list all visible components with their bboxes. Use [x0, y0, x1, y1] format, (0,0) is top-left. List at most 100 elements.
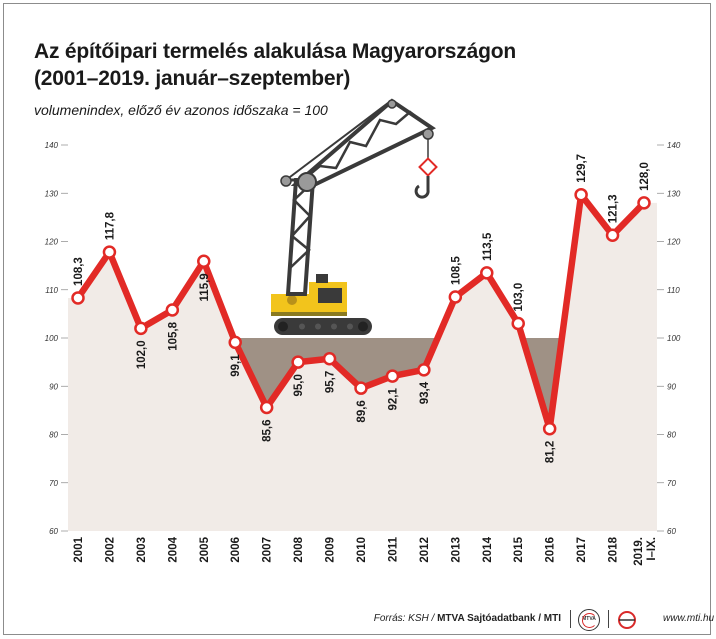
x-tick-label-line: I–IX. [646, 537, 658, 561]
y-tick-label-left: 60 [49, 527, 58, 536]
chart-area [68, 194, 657, 531]
crane-body [271, 294, 311, 316]
crane-emblem [287, 295, 297, 305]
mtva-logo-text: MTVA [582, 616, 596, 622]
x-tick-label: 2016 [545, 537, 557, 563]
y-tick-label-left: 90 [49, 382, 58, 391]
data-point [480, 266, 494, 280]
data-label: 102,0 [136, 340, 148, 369]
series-area [68, 194, 657, 531]
crane-hook-icon [414, 176, 430, 199]
data-label: 115,9 [199, 273, 211, 301]
data-point [448, 290, 463, 304]
x-tick-label: 2001 [73, 536, 85, 562]
data-point [354, 381, 368, 395]
x-tick-label: 2010 [356, 537, 368, 563]
data-label: 85,6 [262, 419, 274, 441]
data-label: 129,7 [576, 154, 588, 183]
chart-title: Az építőipari termelés alakulása Magyaro… [34, 38, 516, 92]
data-label: 93,4 [419, 381, 431, 404]
data-label: 89,6 [356, 400, 368, 422]
crane-track [274, 318, 372, 335]
y-tick-label-left: 140 [45, 141, 59, 150]
data-point [71, 291, 85, 305]
crane-illustration [271, 98, 438, 335]
x-axis: 2001 2002 2003 2004 2005 2006 2007 2008 2009 2010… [73, 536, 658, 565]
data-label: 128,0 [639, 162, 651, 191]
y-tick-label-right: 140 [667, 141, 681, 150]
y-tick-label-right: 60 [667, 527, 676, 536]
data-point [322, 351, 337, 366]
footer-divider [570, 610, 571, 628]
crane-pulley [297, 172, 317, 192]
data-point [605, 228, 620, 242]
x-tick-label: 2018 [608, 536, 620, 562]
crane-pulley [387, 99, 397, 109]
x-tick-label: 2003 [136, 537, 148, 563]
y-tick-label-right: 70 [667, 479, 676, 488]
x-tick-label: 2019.I–IX. [633, 537, 658, 566]
y-tick-label-left: 110 [45, 286, 58, 295]
crane-hook-weight [418, 157, 438, 177]
y-tick-label-right: 90 [667, 382, 676, 391]
axis-ticks: 60 60 70 70 80 80 90 90 100 100 110 110 120 120 130 130… [45, 141, 681, 536]
data-point [291, 355, 305, 369]
x-tick-label: 2005 [199, 536, 211, 562]
crane-mast-lattice [289, 183, 312, 269]
x-tick-label: 2017 [576, 537, 588, 563]
data-label: 99,1 [230, 354, 242, 377]
footer: Forrás: KSH / MTVA Sajtóadatbank / MTI M… [0, 606, 716, 632]
data-label: 121,3 [608, 194, 620, 223]
y-tick-label-left: 120 [45, 238, 59, 247]
x-tick-label: 2015 [513, 536, 525, 562]
y-tick-label-left: 130 [45, 189, 59, 198]
website-link[interactable]: www.mti.hu [663, 613, 715, 624]
y-tick-label-right: 80 [667, 431, 676, 440]
data-label: 103,0 [513, 283, 525, 312]
data-label: 108,3 [73, 257, 85, 286]
footer-divider [608, 610, 609, 628]
data-point [417, 363, 431, 377]
y-tick-label-left: 80 [49, 431, 58, 440]
data-point [542, 421, 557, 436]
x-tick-label: 2006 [230, 537, 242, 563]
crane-pulley [280, 175, 292, 187]
x-tick-label: 2004 [167, 536, 179, 562]
crane-wheel [315, 323, 321, 330]
mtva-logo: MTVA [578, 609, 600, 631]
data-point [385, 369, 400, 383]
data-label: 113,5 [482, 232, 494, 261]
crane-window [318, 288, 342, 303]
data-label: 117,8 [104, 211, 116, 240]
title-line-2: (2001–2019. január–szeptember) [34, 67, 351, 90]
data-point [511, 316, 525, 331]
data-point [574, 187, 588, 202]
x-tick-label: 2012 [419, 537, 431, 563]
chart-frame [3, 3, 711, 635]
title-line-1: Az építőipari termelés alakulása Magyaro… [34, 40, 516, 63]
x-tick-label: 2014 [482, 536, 494, 562]
crane-wheel [278, 321, 288, 332]
crane-wheel [358, 321, 368, 332]
data-label: 92,1 [387, 388, 399, 411]
data-point [165, 303, 180, 317]
crane-base [271, 312, 347, 316]
source-prefix: Forrás: KSH / [373, 613, 438, 624]
crane-cable [285, 99, 393, 181]
y-tick-label-right: 130 [667, 189, 681, 198]
data-label: 95,7 [325, 371, 337, 393]
data-labels: 108,3 117,8 102,0 105,8 115,9 99,1 85,6 95,0 95,… [73, 154, 651, 463]
x-tick-label: 2002 [104, 537, 116, 563]
chart-subtitle: volumenindex, előző év azonos időszaka =… [34, 102, 328, 118]
y-tick-label-right: 110 [667, 286, 680, 295]
x-tick-label: 2009 [325, 537, 337, 563]
x-tick-label-line: 2019. [633, 537, 645, 566]
source-agency: MTVA Sajtóadatbank / MTI [437, 613, 561, 624]
crane-jib-lattice [301, 110, 429, 182]
crane-pulley [422, 128, 434, 140]
crane-wheel [347, 323, 353, 330]
y-tick-label-left: 70 [49, 479, 58, 488]
data-point [134, 321, 148, 336]
x-tick-label: 2013 [450, 537, 462, 563]
